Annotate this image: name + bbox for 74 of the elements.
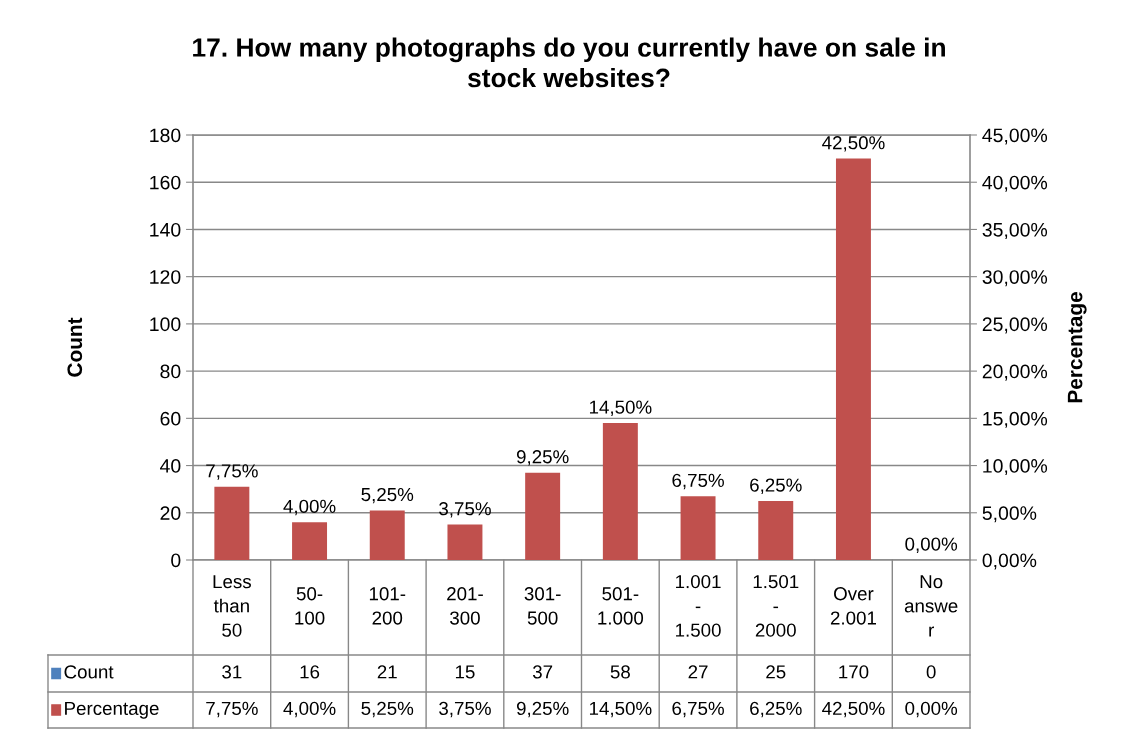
data-label: 0,00% [905,701,958,718]
y2-tick-label: 20,00% [982,364,1048,381]
bar [214,486,250,560]
data-label: 6,25% [750,701,802,718]
text: 0,00% [905,537,958,553]
y-axis-title: Count [67,317,83,377]
chart-title: 17. How many photographs do you currently have on sale in stock websites? [193,37,945,88]
y2-tick-label: 30,00% [982,270,1048,287]
x-tick-label: 1.501-2000 [753,574,799,637]
legend-label: Count [64,665,114,679]
x-tick-label: 201-300 [447,587,483,625]
x-tick-label: 1.001-1.500 [676,574,721,637]
text: 5,25% [361,487,414,504]
bar [292,522,328,560]
text: 21 [377,665,397,679]
data-label: 42,50% [822,701,885,718]
data-label: 5,25% [361,701,414,718]
data-label: 7,75% [206,701,258,718]
y-tick-label: 20 [160,506,181,521]
x-tick-label: No answer [904,575,958,637]
data-label: 9,25% [516,701,569,718]
text: 16 [300,665,320,679]
text: 170 [839,665,869,679]
text: 37 [532,665,553,679]
y-tick-label: 60 [160,411,181,426]
legend-label: Percentage [65,701,159,719]
data-label: 4,00% [283,701,336,718]
y-tick-label: 180 [150,128,181,143]
y-tick-label: 40 [160,459,181,473]
text: 27 [688,665,708,679]
bar [602,423,638,560]
y-tick-label: 120 [150,270,181,284]
text: 25 [766,665,786,679]
text: 31 [222,665,242,679]
y2-tick-label: 25,00% [982,317,1048,334]
y2-tick-label: 5,00% [982,506,1037,523]
bar [835,158,871,560]
bar [369,510,405,560]
x-tick-label: Over 2.001 [830,587,876,625]
data-label: 6,75% [672,701,724,718]
bar [525,472,561,560]
x-tick-label: Less than 50 [213,575,251,637]
bar [758,500,794,560]
x-tick-label: 301-500 [524,587,561,625]
y-tick-label: 160 [150,175,181,190]
data-label: 3,75% [439,701,491,718]
y2-tick-label: 15,00% [983,411,1048,428]
y2-tick-label: 40,00% [982,175,1048,192]
y-tick-label: 100 [150,317,181,332]
text: 4,00% [283,499,336,516]
y2-tick-label: 0,00% [982,553,1037,570]
text: 58 [610,665,630,679]
x-tick-label: 501-1.000 [598,587,644,625]
x-tick-label: 101-200 [369,587,406,625]
text: 7,75% [206,464,258,480]
y2-axis-title: Percentage [1067,292,1087,403]
y-tick-label: 0 [171,553,181,568]
y2-tick-label: 35,00% [982,222,1048,239]
text: 3,75% [439,502,491,518]
text: 14,50% [589,400,652,417]
text: 9,25% [516,450,569,466]
y-tick-label: 140 [150,222,181,237]
bar [680,496,716,560]
text: 6,75% [672,473,724,490]
bar [447,524,483,560]
text: 6,25% [750,478,802,494]
data-label: 14,50% [589,701,652,718]
text: 42,50% [822,136,885,152]
y2-tick-label: 10,00% [983,459,1048,476]
y2-tick-label: 45,00% [982,128,1048,145]
y-tick-label: 80 [160,364,181,379]
text: 0 [926,665,936,679]
text: 15 [455,665,475,679]
x-tick-label: 50-100 [295,587,325,625]
